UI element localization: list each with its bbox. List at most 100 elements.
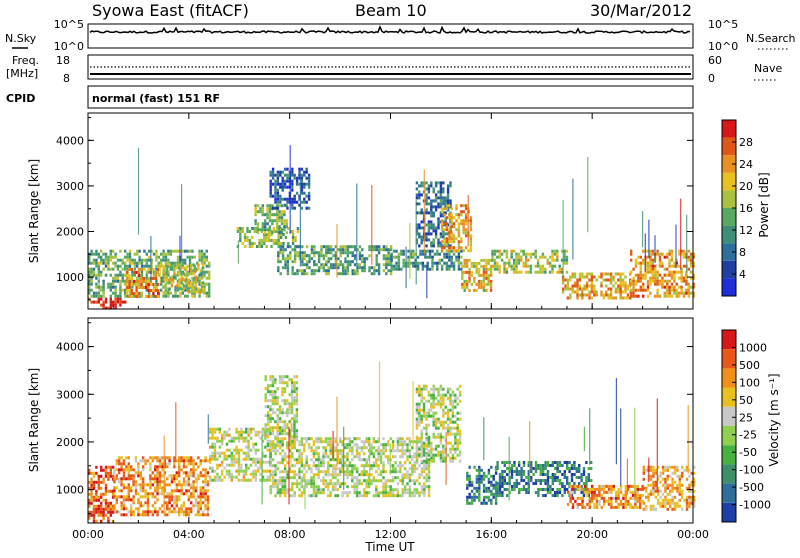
power-cell	[460, 240, 462, 243]
power-cell	[102, 295, 104, 298]
velocity-cell	[554, 479, 556, 482]
velocity-cell	[142, 489, 144, 492]
power-cell	[102, 292, 104, 295]
velocity-cell	[511, 488, 513, 491]
power-cell	[168, 278, 170, 281]
velocity-cell	[190, 492, 192, 495]
velocity-cell	[255, 443, 257, 446]
velocity-cell	[442, 394, 444, 397]
velocity-cell	[250, 464, 252, 467]
power-cell	[167, 250, 169, 253]
power-cell	[447, 187, 449, 190]
power-cell	[100, 289, 102, 292]
power-cell	[428, 190, 430, 193]
power-colorbar-segment	[722, 278, 736, 296]
velocity-cell	[257, 458, 259, 461]
velocity-cell	[147, 498, 149, 501]
velocity-cell	[130, 489, 132, 492]
power-cell	[588, 297, 590, 300]
velocity-cell	[188, 507, 190, 510]
velocity-cell	[397, 488, 399, 491]
velocity-cell	[269, 414, 271, 417]
power-cell	[464, 262, 466, 265]
velocity-cell	[269, 426, 271, 429]
velocity-cell	[110, 472, 112, 475]
velocity-cell	[296, 375, 298, 378]
velocity-cell	[284, 402, 286, 405]
velocity-cell	[219, 431, 221, 434]
velocity-cell	[421, 473, 423, 476]
velocity-cell	[284, 485, 286, 488]
power-cell	[311, 257, 313, 260]
power-cell	[562, 282, 564, 285]
power-cell	[195, 281, 197, 284]
power-cell	[168, 281, 170, 284]
velocity-cell	[442, 403, 444, 406]
velocity-cell	[142, 504, 144, 507]
power-cell	[190, 263, 192, 266]
velocity-cell	[445, 412, 447, 415]
power-cell	[640, 256, 642, 259]
power-cell	[642, 274, 644, 277]
velocity-cell	[95, 520, 97, 523]
velocity-cell	[140, 474, 142, 477]
velocity-cell	[566, 479, 568, 482]
velocity-cell	[409, 488, 411, 491]
velocity-cell	[102, 481, 104, 484]
velocity-cell	[113, 471, 115, 474]
velocity-cell	[221, 443, 223, 446]
velocity-cell	[159, 465, 161, 468]
power-cell	[513, 265, 515, 268]
power-cell	[98, 256, 100, 259]
power-cell	[579, 273, 581, 276]
power-cell	[449, 184, 451, 187]
velocity-cell	[387, 485, 389, 488]
power-cell	[128, 280, 130, 283]
velocity-cell	[161, 504, 163, 507]
power-cell	[262, 210, 264, 213]
velocity-cell	[495, 502, 497, 505]
power-cell	[90, 250, 92, 253]
power-cell	[301, 174, 303, 177]
power-cell	[515, 256, 517, 259]
velocity-cell	[483, 472, 485, 475]
velocity-cell	[416, 406, 418, 409]
power-cell	[191, 256, 193, 259]
velocity-cell	[270, 449, 272, 452]
power-cell	[383, 257, 385, 260]
power-cell	[320, 266, 322, 269]
power-cell	[262, 213, 264, 216]
velocity-cell	[284, 381, 286, 384]
velocity-cell	[135, 483, 137, 486]
power-cell	[168, 287, 170, 290]
power-cell	[446, 268, 448, 271]
velocity-cell	[245, 437, 247, 440]
velocity-cell	[559, 470, 561, 473]
velocity-cell	[284, 375, 286, 378]
velocity-cell	[452, 412, 454, 415]
power-cell	[359, 251, 361, 254]
power-cell	[259, 207, 261, 210]
power-cell	[688, 283, 690, 286]
velocity-cell	[506, 482, 508, 485]
velocity-cell	[240, 437, 242, 440]
velocity-cell	[178, 459, 180, 462]
velocity-cell	[112, 511, 114, 514]
power-cell	[418, 184, 420, 187]
velocity-cell	[294, 443, 296, 446]
velocity-cell	[282, 479, 284, 482]
power-cell	[195, 269, 197, 272]
velocity-cell	[301, 437, 303, 440]
power-cell	[274, 207, 276, 210]
power-cell	[138, 262, 140, 265]
power-cell	[556, 250, 558, 253]
power-cell	[316, 263, 318, 266]
power-cell	[183, 278, 185, 281]
velocity-cell	[147, 510, 149, 513]
velocity-cell	[286, 408, 288, 411]
velocity-cell	[110, 514, 112, 517]
power-cell	[627, 285, 629, 288]
power-cell	[513, 262, 515, 265]
power-cell	[313, 245, 315, 248]
velocity-cell	[209, 455, 211, 458]
